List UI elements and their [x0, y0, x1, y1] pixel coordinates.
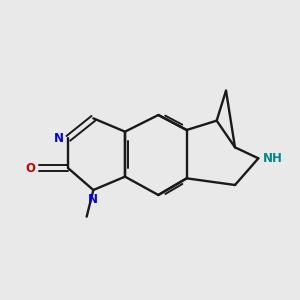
Text: N: N — [88, 193, 98, 206]
Text: NH: NH — [263, 152, 283, 165]
Text: O: O — [25, 162, 35, 175]
Text: N: N — [54, 132, 64, 145]
